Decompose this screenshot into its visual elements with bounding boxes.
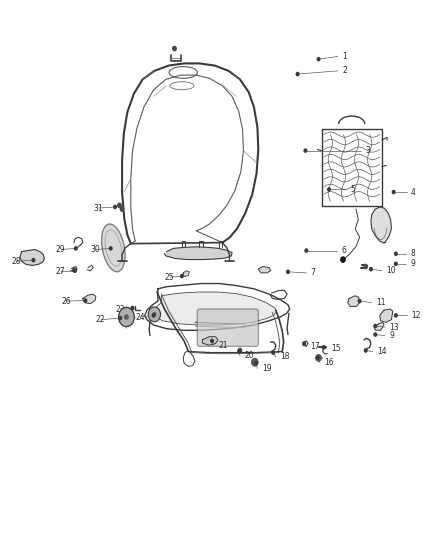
Text: 2: 2 <box>342 67 347 75</box>
Circle shape <box>120 207 124 211</box>
Circle shape <box>114 205 117 208</box>
Text: 17: 17 <box>311 342 320 351</box>
Text: 18: 18 <box>280 352 290 361</box>
Polygon shape <box>20 249 44 265</box>
Circle shape <box>32 259 35 262</box>
Circle shape <box>374 325 377 328</box>
Text: 3: 3 <box>366 146 371 155</box>
Text: 16: 16 <box>324 358 333 367</box>
Text: 1: 1 <box>342 52 347 61</box>
Circle shape <box>73 268 75 271</box>
Circle shape <box>118 203 121 207</box>
Circle shape <box>322 346 325 349</box>
Circle shape <box>252 359 258 366</box>
Text: 5: 5 <box>350 185 355 194</box>
Text: 8: 8 <box>410 249 415 259</box>
Circle shape <box>364 349 367 352</box>
Circle shape <box>395 262 397 265</box>
Circle shape <box>316 355 321 361</box>
Polygon shape <box>164 247 232 260</box>
Circle shape <box>395 252 397 255</box>
Text: 4: 4 <box>411 188 416 197</box>
Circle shape <box>74 269 76 272</box>
Circle shape <box>304 149 307 152</box>
Polygon shape <box>380 309 393 322</box>
Circle shape <box>84 299 87 302</box>
Circle shape <box>125 315 128 319</box>
Text: 21: 21 <box>218 341 228 350</box>
Circle shape <box>153 313 155 316</box>
Circle shape <box>374 333 377 336</box>
Circle shape <box>305 249 307 252</box>
Text: 22: 22 <box>96 315 106 324</box>
Text: 12: 12 <box>411 311 420 320</box>
Polygon shape <box>183 271 189 277</box>
Circle shape <box>364 264 367 269</box>
Circle shape <box>238 349 242 353</box>
Circle shape <box>255 362 258 365</box>
Text: 9: 9 <box>410 260 415 268</box>
Circle shape <box>370 268 372 271</box>
Text: 31: 31 <box>93 204 103 213</box>
Circle shape <box>358 300 361 303</box>
Text: 14: 14 <box>377 347 387 356</box>
Circle shape <box>211 340 213 343</box>
Circle shape <box>328 188 330 191</box>
Circle shape <box>131 306 134 310</box>
Circle shape <box>392 190 395 193</box>
Circle shape <box>395 314 397 317</box>
Circle shape <box>287 270 289 273</box>
Text: 6: 6 <box>341 246 346 255</box>
Circle shape <box>303 342 305 345</box>
Circle shape <box>238 350 240 353</box>
Text: 30: 30 <box>91 245 100 254</box>
Text: 23: 23 <box>115 304 125 313</box>
Text: 15: 15 <box>331 344 340 353</box>
Text: 25: 25 <box>165 273 174 281</box>
Text: 29: 29 <box>56 245 65 254</box>
Text: 19: 19 <box>262 364 272 373</box>
Text: 24: 24 <box>135 312 145 321</box>
Circle shape <box>173 46 176 51</box>
Text: 9: 9 <box>389 331 394 340</box>
Text: 28: 28 <box>11 257 21 265</box>
Circle shape <box>317 58 320 61</box>
Polygon shape <box>258 266 271 273</box>
Circle shape <box>110 247 112 250</box>
Circle shape <box>119 317 122 320</box>
Circle shape <box>272 351 275 354</box>
Text: 7: 7 <box>311 269 315 277</box>
Polygon shape <box>374 322 384 330</box>
Text: 11: 11 <box>376 298 386 307</box>
Circle shape <box>296 72 299 76</box>
Text: 13: 13 <box>389 322 399 332</box>
Circle shape <box>180 274 183 278</box>
Circle shape <box>74 247 77 250</box>
Text: 20: 20 <box>244 351 254 360</box>
Polygon shape <box>153 292 277 325</box>
FancyBboxPatch shape <box>197 309 258 346</box>
Circle shape <box>152 314 155 317</box>
Text: 27: 27 <box>56 268 65 276</box>
Text: 10: 10 <box>387 266 396 275</box>
Circle shape <box>252 359 258 366</box>
Polygon shape <box>202 337 218 345</box>
Polygon shape <box>371 207 392 243</box>
Text: 26: 26 <box>62 296 71 305</box>
Circle shape <box>316 357 319 360</box>
Circle shape <box>119 308 134 327</box>
Polygon shape <box>83 294 96 304</box>
Ellipse shape <box>102 224 125 272</box>
Circle shape <box>148 307 160 322</box>
Circle shape <box>341 257 345 262</box>
Polygon shape <box>348 296 360 306</box>
